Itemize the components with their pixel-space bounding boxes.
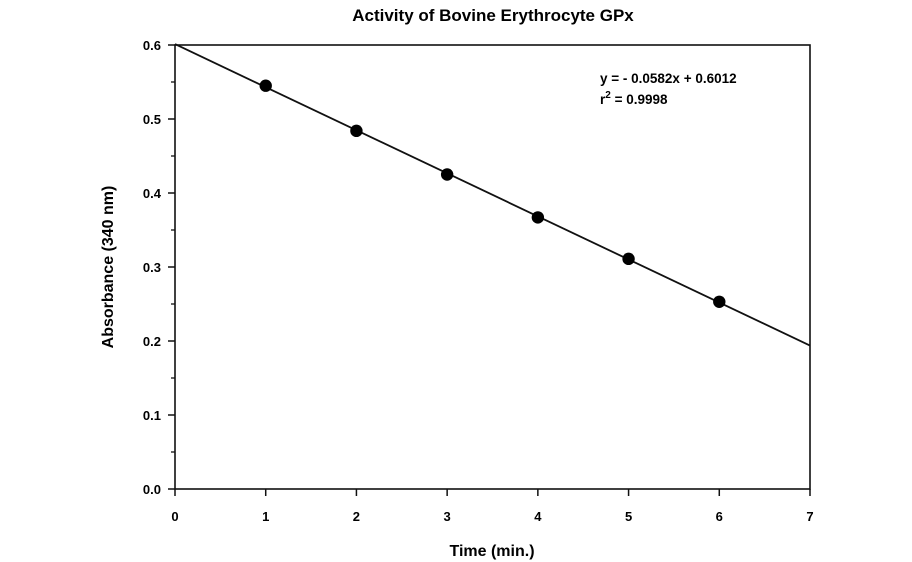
y-axis-label: Absorbance (340 nm) [100, 186, 117, 349]
y-tick-label: 0.2 [143, 334, 161, 349]
data-point [622, 252, 635, 266]
x-tick-label: 7 [806, 509, 813, 524]
y-tick-label: 0.5 [143, 112, 161, 127]
y-axis-ticks: 0.0 0.1 0.2 0.3 0.4 0.5 0.6 [143, 38, 175, 497]
data-point [531, 211, 545, 224]
x-tick-label: 5 [625, 509, 632, 524]
regression-equation: y = - 0.0582x + 0.6012 [600, 71, 737, 86]
chart-title: Activity of Bovine Erythrocyte GPx [352, 6, 634, 25]
data-point [350, 124, 363, 138]
r-squared-value: = 0.9998 [611, 92, 668, 107]
y-tick-label: 0.1 [143, 408, 161, 423]
x-tick-label: 6 [716, 509, 723, 524]
data-points [259, 79, 726, 308]
y-tick-label: 0.6 [143, 38, 161, 53]
y-tick-label: 0.4 [143, 186, 162, 201]
y-tick-label: 0.3 [143, 260, 161, 275]
data-point [713, 295, 726, 308]
x-axis-ticks: 0 1 2 3 4 5 6 7 [171, 489, 814, 524]
x-tick-label: 0 [171, 509, 178, 524]
r-squared-label: r2 = 0.9998 [600, 90, 668, 107]
plot-area-frame [174, 44, 811, 490]
x-axis-label: Time (min.) [449, 543, 534, 560]
data-point [259, 79, 272, 92]
regression-annotation: y = - 0.0582x + 0.6012 r2 = 0.9998 [600, 71, 737, 107]
x-tick-label: 3 [444, 509, 451, 524]
data-point [440, 168, 454, 181]
regression-line [174, 43, 811, 347]
y-tick-label: 0.0 [143, 482, 161, 497]
x-tick-label: 1 [262, 509, 269, 524]
x-tick-label: 4 [534, 509, 542, 524]
r-squared-exponent: 2 [605, 90, 611, 101]
x-tick-label: 2 [353, 509, 360, 524]
r-squared-prefix: r [600, 92, 606, 107]
fit-line-group [174, 43, 811, 347]
